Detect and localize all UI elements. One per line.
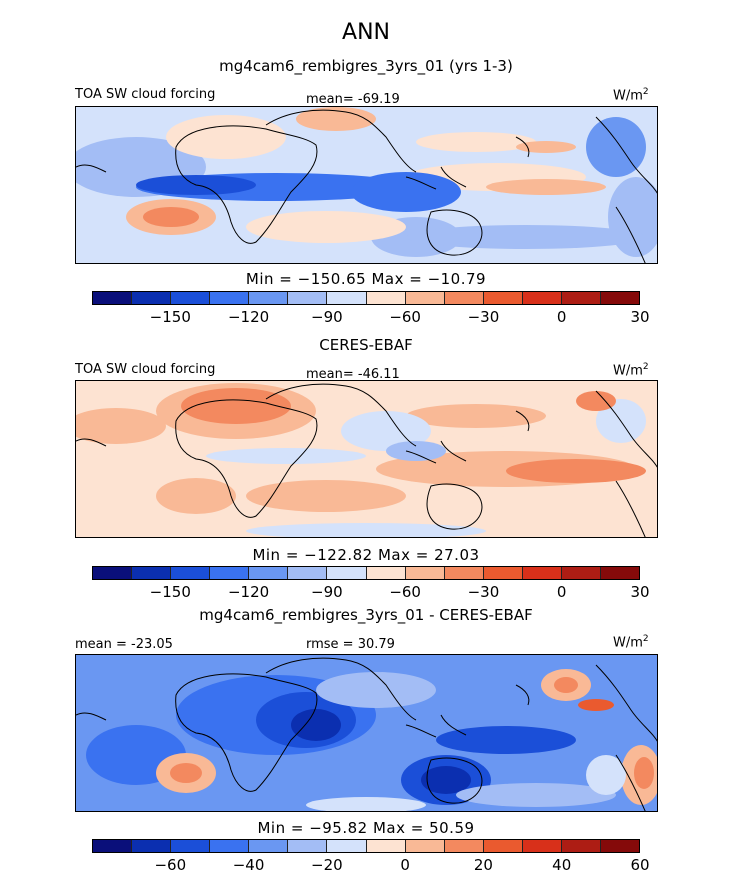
colorbar-swatch xyxy=(288,567,328,579)
colorbar-swatch xyxy=(249,840,289,852)
panel2-tick: −60 xyxy=(389,583,421,601)
panel2-tick: −30 xyxy=(467,583,500,601)
panel3-minmax: Min = −95.82 Max = 50.59 xyxy=(257,819,475,837)
colorbar-swatch xyxy=(561,840,602,852)
colorbar-swatch xyxy=(210,567,250,579)
panel2-tick: 30 xyxy=(630,583,650,601)
colorbar-swatch xyxy=(444,840,484,852)
panel3-colorbar xyxy=(92,839,640,853)
panel3-tick: 60 xyxy=(630,856,650,874)
panel3-mean-label: mean = -23.05 xyxy=(75,637,173,652)
colorbar-swatch xyxy=(171,292,211,304)
panel1-colorbar-ticks: −150 −120 −90 −60 −30 0 30 xyxy=(92,308,650,326)
colorbar-swatch xyxy=(249,292,289,304)
panel1-variable-label: TOA SW cloud forcing xyxy=(75,87,216,102)
colorbar-swatch xyxy=(522,840,562,852)
panel1-map xyxy=(75,106,658,264)
panel3-tick: 0 xyxy=(400,856,410,874)
colorbar-swatch xyxy=(522,567,562,579)
panel1-tick: −60 xyxy=(389,308,421,326)
colorbar-swatch xyxy=(132,292,172,304)
panel2-map xyxy=(75,380,658,538)
colorbar-swatch xyxy=(93,840,133,852)
colorbar-swatch xyxy=(444,292,484,304)
colorbar-swatch xyxy=(444,567,484,579)
panel2-tick: −90 xyxy=(311,583,343,601)
panel1-units-label: W/m2 xyxy=(613,87,649,104)
colorbar-swatch xyxy=(327,567,367,579)
panel3-tick: 20 xyxy=(473,856,493,874)
colorbar-swatch xyxy=(522,292,562,304)
colorbar-swatch xyxy=(288,292,328,304)
panel3-rmse-label: rmse = 30.79 xyxy=(306,637,395,652)
colorbar-swatch xyxy=(483,292,523,304)
colorbar-swatch xyxy=(405,840,445,852)
panel1-title: mg4cam6_rembigres_3yrs_01 (yrs 1-3) xyxy=(219,57,513,75)
colorbar-swatch xyxy=(249,567,289,579)
colorbar-swatch xyxy=(132,567,172,579)
colorbar-swatch xyxy=(601,292,640,304)
panel2-title: CERES-EBAF xyxy=(319,336,413,354)
panel3-tick: −20 xyxy=(311,856,343,874)
panel2-units-label: W/m2 xyxy=(613,362,649,379)
season-title: ANN xyxy=(342,20,390,45)
colorbar-swatch xyxy=(171,840,211,852)
panel1-colorbar xyxy=(92,291,640,305)
panel3-colorbar-ticks: −60 −40 −20 0 20 40 60 xyxy=(92,856,649,874)
colorbar-swatch xyxy=(327,292,367,304)
colorbar-swatch xyxy=(601,840,640,852)
panel2-variable-label: TOA SW cloud forcing xyxy=(75,362,216,377)
colorbar-swatch xyxy=(210,840,250,852)
colorbar-swatch xyxy=(93,567,133,579)
colorbar-swatch xyxy=(366,567,406,579)
colorbar-swatch xyxy=(601,567,640,579)
panel2-tick: −150 xyxy=(149,583,191,601)
colorbar-swatch xyxy=(405,292,445,304)
colorbar-swatch xyxy=(171,567,211,579)
colorbar-swatch xyxy=(366,840,406,852)
panel3-tick: −60 xyxy=(154,856,187,874)
panel3-title: mg4cam6_rembigres_3yrs_01 - CERES-EBAF xyxy=(199,606,533,624)
panel2-minmax: Min = −122.82 Max = 27.03 xyxy=(252,546,480,564)
panel2-mean-label: mean= -46.11 xyxy=(306,367,400,382)
colorbar-swatch xyxy=(561,567,602,579)
panel2-colorbar-ticks: −150 −120 −90 −60 −30 0 30 xyxy=(92,583,650,601)
panel1-tick: −150 xyxy=(149,308,191,326)
panel3-map xyxy=(75,654,658,812)
panel1-tick: −120 xyxy=(227,308,270,326)
colorbar-swatch xyxy=(483,840,523,852)
colorbar-swatch xyxy=(210,292,250,304)
colorbar-swatch xyxy=(93,292,133,304)
colorbar-swatch xyxy=(288,840,328,852)
colorbar-swatch xyxy=(132,840,172,852)
panel2-colorbar xyxy=(92,566,640,580)
panel1-tick: 0 xyxy=(556,308,567,326)
panel1-tick: −30 xyxy=(467,308,500,326)
colorbar-swatch xyxy=(366,292,406,304)
panel2-tick: −120 xyxy=(227,583,270,601)
panel1-mean-label: mean= -69.19 xyxy=(306,92,400,107)
panel1-tick: −90 xyxy=(311,308,343,326)
colorbar-swatch xyxy=(327,840,367,852)
panel2-tick: 0 xyxy=(556,583,567,601)
panel3-units-label: W/m2 xyxy=(613,634,649,651)
panel1-minmax: Min = −150.65 Max = −10.79 xyxy=(245,270,487,288)
colorbar-swatch xyxy=(561,292,602,304)
panel3-tick: 40 xyxy=(552,856,572,874)
panel1-tick: 30 xyxy=(630,308,650,326)
panel3-tick: −40 xyxy=(232,856,265,874)
colorbar-swatch xyxy=(483,567,523,579)
colorbar-swatch xyxy=(405,567,445,579)
